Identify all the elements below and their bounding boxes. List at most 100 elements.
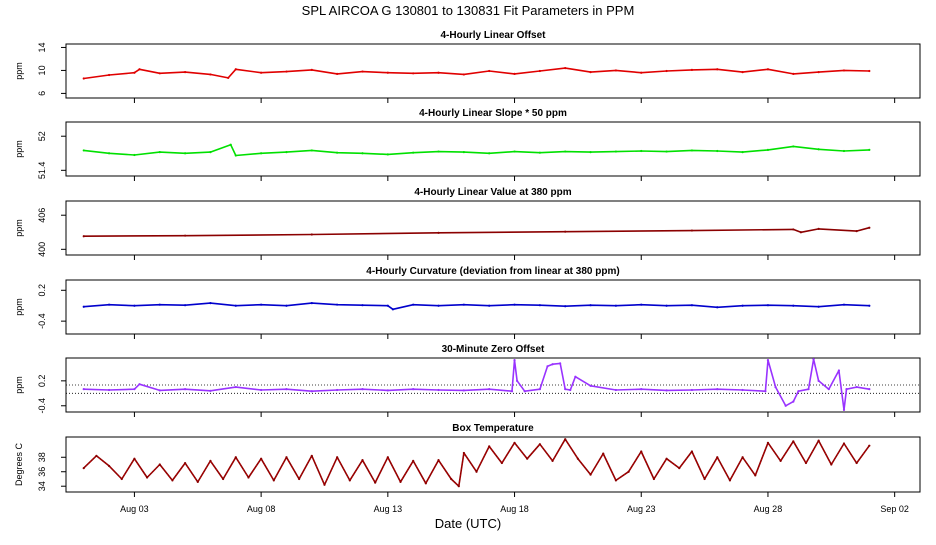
panel-5-data-point [640,388,643,391]
panel-6-data-point [171,479,174,482]
xtick-label-7: Sep 02 [880,504,909,514]
panel-2-data-point [690,149,694,152]
panel-4-data-point [462,303,465,306]
panel-5-data-point [837,369,841,372]
panel-6-data-point [272,479,275,482]
panel-4-data-point [614,304,618,307]
x-axis-label: Date (UTC) [435,516,501,531]
panel-6-data-point [475,470,478,473]
panel-4-data-point [158,303,161,306]
panel-1-data-point [158,72,161,75]
panel-5-data-point [285,388,288,391]
panel-3-data-point [799,231,802,234]
xtick-label-1: Aug 03 [120,504,149,514]
panel-5-data-point [551,363,554,366]
panel-1-data-point [564,67,567,70]
panel-5-data-point [764,390,767,393]
panel-4-data-point [336,303,339,306]
panel-1-data-point [437,71,440,74]
panel-ylabel-6: Degrees C [14,442,24,486]
panel-title-1: 4-Hourly Linear Offset [440,30,546,41]
panel-title-2: 4-Hourly Linear Slope * 50 ppm [419,108,567,119]
panel-6-data-point [589,473,592,476]
panel-1-data-point [868,69,871,73]
panel-4-data-point [260,303,263,306]
panel-2-data-point [158,151,161,154]
panel-4-data-point [792,304,795,307]
panel-5-data-point [412,388,415,391]
panel-6-data-point [728,479,732,482]
panel-1-data-point [842,69,846,72]
panel-5-series-line [83,358,870,411]
panel-6-ytick-label: 34 [37,481,47,491]
panel-5-data-point [868,388,871,391]
panel-2-data-point [564,150,567,153]
panel-4-series-line [83,302,870,311]
panel-6-data-point [564,438,567,441]
panel-6-data-point [450,477,453,481]
panel-1-data-point [614,69,618,72]
panel-6-data-point [678,467,681,470]
panel-5-data-point [488,388,491,391]
panel-4-data-point [640,303,643,306]
panel-5-data-point [336,388,339,392]
panel-5-data-point [386,389,389,392]
panel-6-data-point [766,441,770,444]
panel-6-data-point [298,477,301,481]
panel-1-data-point [690,68,694,71]
panel-2-data-point [665,150,668,153]
panel-2-ytick-label: 51.4 [37,162,47,180]
panel-frame-4 [65,279,921,335]
panel-3-ytick-label: 400 [37,242,47,257]
panel-6-data-point [424,482,427,485]
panel-6-ytick-label: 38 [37,452,47,462]
panel-6-data-point [627,470,630,473]
panel-1-data-point [513,72,516,75]
panel-5-data-point [569,388,572,392]
panel-frame-2 [65,121,921,177]
panel-1-data-point [209,73,212,76]
panel-5-data-point [133,388,136,391]
panel-6-data-point [386,456,389,459]
panel-6-data-point [412,459,415,462]
panel-ylabel-1: ppm [14,62,24,80]
panel-2-data-point [792,145,795,148]
panel-5-data-point [774,385,777,389]
panel-5-data-point [807,388,810,391]
panel-6-data-point [804,461,808,465]
panel-4-data-point [82,305,85,308]
panel-4-data-point [665,304,668,307]
panel-2-data-point [538,151,541,154]
panel-5-data-point [310,390,313,393]
panel-2-data-point [462,151,465,154]
panel-1-data-point [133,71,136,74]
panel-1-data-point [589,71,592,74]
panel-6-series-overlay [83,438,870,487]
panel-1-data-point [817,71,820,74]
panel-4-data-point [690,304,694,307]
panel-4-data-point [564,305,567,308]
panel-6-data-point [538,443,541,446]
panel-6-data-point [158,463,161,466]
panel-4-data-point [817,305,820,308]
panel-5-data-point [741,388,744,392]
panel-4-data-point [716,306,719,309]
panel-1-data-point [361,70,364,73]
panel-2-data-point [184,152,187,155]
panel-5-data-point [842,408,846,412]
panel-5-data-point [817,379,820,382]
panel-2-data-point [640,149,643,153]
panel-6-data-point [323,483,326,486]
panel-2-data-point [336,151,339,154]
xtick-label-4: Aug 18 [500,504,529,514]
panel-5-data-point [523,390,526,393]
panel-6-data-point [716,456,719,459]
panel-frame-6 [65,436,921,493]
panel-ylabel-4: ppm [14,298,24,316]
xtick-label-3: Aug 13 [374,504,403,514]
panel-5-data-point [784,404,787,407]
panel-5-data-point [234,385,237,389]
panel-6-data-point [374,481,377,484]
panel-6-data-point [437,459,440,462]
panel-title-5: 30-Minute Zero Offset [442,344,545,355]
